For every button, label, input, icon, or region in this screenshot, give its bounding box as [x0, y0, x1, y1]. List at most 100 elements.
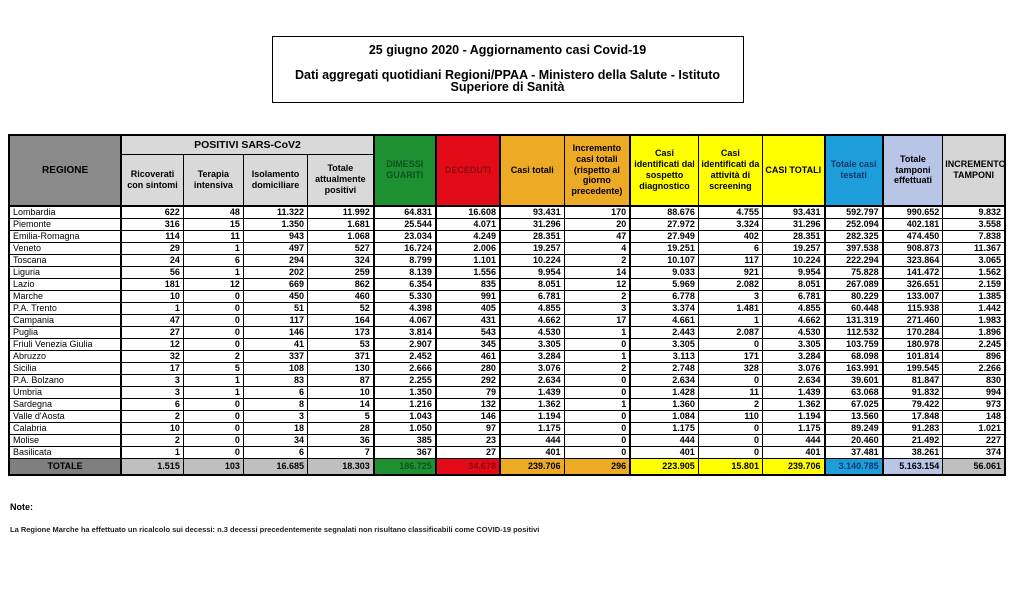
- value-cell: 294: [242, 253, 309, 267]
- value-cell: 371: [307, 349, 375, 363]
- table-row: Liguria 56 1 202 259 8.139 1.556 9.954 14 9.033 92…: [8, 265, 1007, 279]
- value-cell: 28.351: [761, 229, 826, 243]
- value-cell: 97: [435, 421, 501, 435]
- value-cell: 296: [563, 457, 632, 475]
- value-cell: 227: [942, 433, 1007, 447]
- value-cell: 93.431: [761, 205, 826, 219]
- region-cell: Friuli Venezia Giulia: [8, 337, 123, 351]
- value-cell: 921: [697, 265, 763, 279]
- table-body: Lombardia 622 48 11.322 11.992 64.831 16.608 93…: [8, 205, 1007, 475]
- table-row: Marche 10 0 450 460 5.330 991 6.781 2 6.778 3 6.781…: [8, 289, 1007, 303]
- value-cell: 3.076: [499, 361, 565, 375]
- value-cell: 0: [697, 373, 763, 387]
- value-cell: 170.284: [882, 325, 944, 339]
- column-header-casi-totali-2: CASI TOTALI: [761, 134, 826, 206]
- value-cell: 0: [182, 337, 244, 351]
- value-cell: 1.350: [373, 385, 437, 399]
- value-cell: 2.159: [942, 277, 1007, 291]
- region-cell: Umbria: [8, 385, 123, 399]
- value-cell: 1.681: [307, 217, 375, 231]
- value-cell: 10: [120, 289, 184, 303]
- value-cell: 316: [120, 217, 184, 231]
- value-cell: 11: [182, 229, 244, 243]
- value-cell: 163.991: [824, 361, 884, 375]
- value-cell: 345: [435, 337, 501, 351]
- column-header-terapia-intensiva: Terapia intensiva: [182, 153, 244, 206]
- title-line-2: Dati aggregati quotidiani Regioni/PPAA -…: [294, 67, 721, 94]
- value-cell: 0: [697, 337, 763, 351]
- value-cell: 171: [697, 349, 763, 363]
- value-cell: 14: [307, 397, 375, 411]
- value-cell: 9.832: [942, 205, 1007, 219]
- value-cell: 2: [563, 289, 632, 303]
- value-cell: 292: [435, 373, 501, 387]
- value-cell: 385: [373, 433, 437, 447]
- value-cell: 0: [563, 421, 632, 435]
- value-cell: 47: [563, 229, 632, 243]
- value-cell: 2: [120, 409, 184, 423]
- value-cell: 908.873: [882, 241, 944, 255]
- value-cell: 973: [942, 397, 1007, 411]
- value-cell: 10.224: [761, 253, 826, 267]
- value-cell: 132: [435, 397, 501, 411]
- value-cell: 3.140.785: [824, 457, 884, 475]
- table-row: Emilia-Romagna 114 11 943 1.068 23.034 4.249 28…: [8, 229, 1007, 243]
- value-cell: 32: [120, 349, 184, 363]
- value-cell: 2: [182, 349, 244, 363]
- region-cell: Abruzzo: [8, 349, 123, 363]
- value-cell: 131.319: [824, 313, 884, 327]
- value-cell: 592.797: [824, 205, 884, 219]
- value-cell: 431: [435, 313, 501, 327]
- value-cell: 23: [435, 433, 501, 447]
- value-cell: 3.284: [761, 349, 826, 363]
- value-cell: 18.303: [307, 457, 375, 475]
- value-cell: 10: [120, 421, 184, 435]
- region-cell: Puglia: [8, 325, 123, 339]
- value-cell: 1.983: [942, 313, 1007, 327]
- value-cell: 53: [307, 337, 375, 351]
- value-cell: 6.781: [499, 289, 565, 303]
- value-cell: 1.896: [942, 325, 1007, 339]
- value-cell: 91.283: [882, 421, 944, 435]
- value-cell: 1.385: [942, 289, 1007, 303]
- value-cell: 401: [761, 445, 826, 459]
- value-cell: 2.087: [697, 325, 763, 339]
- covid-data-table: REGIONE POSITIVI SARS-CoV2 DIMESSI GUARI…: [8, 133, 1007, 476]
- value-cell: 27.949: [629, 229, 699, 243]
- value-cell: 5: [307, 409, 375, 423]
- value-cell: 4.398: [373, 301, 437, 315]
- total-label-cell: TOTALE: [8, 457, 123, 475]
- value-cell: 4.855: [761, 301, 826, 315]
- value-cell: 1.194: [761, 409, 826, 423]
- value-cell: 37.481: [824, 445, 884, 459]
- value-cell: 10.107: [629, 253, 699, 267]
- value-cell: 1: [182, 265, 244, 279]
- value-cell: 474.450: [882, 229, 944, 243]
- value-cell: 27: [120, 325, 184, 339]
- value-cell: 117: [242, 313, 309, 327]
- value-cell: 133.007: [882, 289, 944, 303]
- value-cell: 51: [242, 301, 309, 315]
- value-cell: 6: [242, 385, 309, 399]
- value-cell: 994: [942, 385, 1007, 399]
- region-cell: Basilicata: [8, 445, 123, 459]
- value-cell: 3.374: [629, 301, 699, 315]
- value-cell: 444: [499, 433, 565, 447]
- value-cell: 6: [182, 253, 244, 267]
- value-cell: 88.676: [629, 205, 699, 219]
- value-cell: 8.051: [761, 277, 826, 291]
- value-cell: 3: [120, 373, 184, 387]
- value-cell: 13.560: [824, 409, 884, 423]
- value-cell: 3.814: [373, 325, 437, 339]
- value-cell: 2: [120, 433, 184, 447]
- title-box: 25 giugno 2020 - Aggiornamento casi Covi…: [271, 36, 744, 103]
- value-cell: 2.006: [435, 241, 501, 255]
- value-cell: 170: [563, 205, 632, 219]
- value-cell: 63.068: [824, 385, 884, 399]
- value-cell: 267.089: [824, 277, 884, 291]
- value-cell: 0: [563, 433, 632, 447]
- value-cell: 8.051: [499, 277, 565, 291]
- value-cell: 64.831: [373, 205, 437, 219]
- value-cell: 9.954: [761, 265, 826, 279]
- value-cell: 1.216: [373, 397, 437, 411]
